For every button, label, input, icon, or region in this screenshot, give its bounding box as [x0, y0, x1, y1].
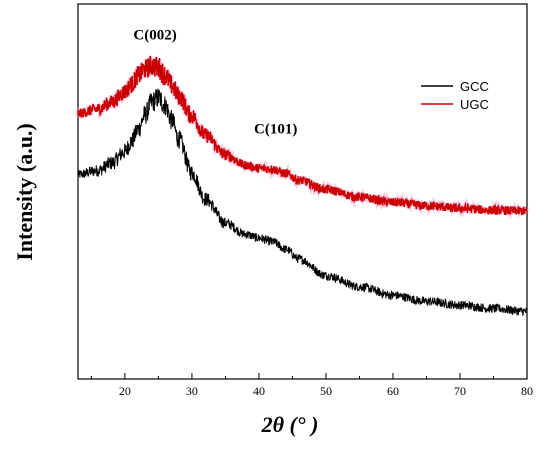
x-axis-title: 2θ (° ) [261, 412, 319, 437]
x-tick-label-70: 70 [454, 384, 466, 398]
x-tick-label-50: 50 [320, 384, 332, 398]
peak-label-c101: C(101) [254, 121, 297, 137]
plot-frame [77, 3, 528, 380]
y-axis-title: Intensity (a.u.) [12, 123, 37, 261]
x-tick-label-20: 20 [119, 384, 131, 398]
series-gcc [77, 88, 528, 316]
series-line-gcc [77, 88, 528, 316]
x-tick-label-40: 40 [253, 384, 265, 398]
series-layer [76, 55, 529, 316]
legend-label-ugc: UGC [460, 97, 489, 112]
peak-label-c002: C(002) [133, 28, 176, 44]
legend-label-gcc: GCC [460, 79, 489, 94]
x-axis-ticks: 20 30 40 50 60 70 80 [90, 373, 533, 398]
x-tick-label-80: 80 [521, 384, 533, 398]
x-tick-label-60: 60 [387, 384, 399, 398]
series-line-ugc [77, 55, 528, 216]
legend: GCC UGC [421, 79, 489, 112]
series-ugc [76, 55, 529, 220]
x-tick-label-30: 30 [186, 384, 198, 398]
